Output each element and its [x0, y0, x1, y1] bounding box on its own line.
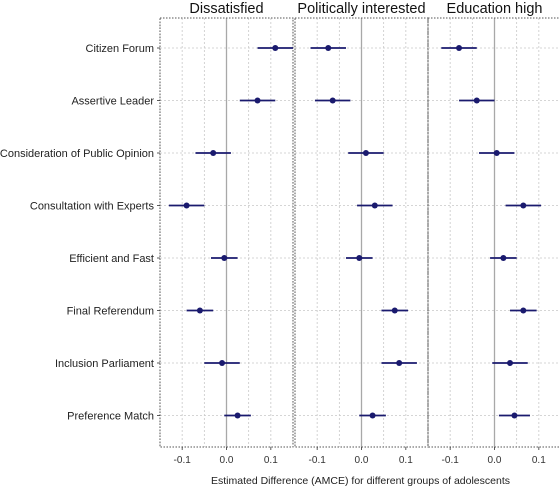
estimate-point — [456, 45, 463, 51]
x-tick-label: -0.1 — [174, 455, 192, 466]
panel-title: Education high — [447, 1, 543, 17]
category-label: Consideration of Public Opinion — [0, 148, 154, 160]
estimate-point — [473, 97, 480, 104]
estimate-point — [221, 255, 228, 261]
estimate-point — [369, 412, 376, 419]
estimate-point — [391, 307, 398, 314]
estimate-point — [493, 150, 500, 156]
category-label: Efficient and Fast — [69, 253, 154, 265]
estimate-point — [183, 202, 190, 209]
panel-1 — [159, 17, 294, 448]
category-label: Inclusion Parliament — [55, 358, 154, 370]
estimate-point — [329, 97, 336, 104]
panel-title: Dissatisfied — [189, 1, 263, 17]
estimate-point — [511, 412, 518, 419]
estimate-point — [219, 360, 226, 366]
x-tick-label: -0.1 — [309, 455, 327, 466]
x-tick-label: 0.0 — [488, 455, 502, 466]
category-label: Citizen Forum — [86, 43, 154, 55]
panel-2 — [294, 17, 429, 448]
category-label: Final Referendum — [67, 306, 154, 318]
category-label: Consultation with Experts — [30, 201, 155, 213]
estimate-point — [210, 150, 217, 156]
x-tick-label: 0.1 — [264, 455, 278, 466]
estimate-point — [196, 307, 203, 314]
estimate-point — [254, 97, 261, 104]
category-label: Assertive Leader — [71, 96, 154, 108]
category-label: Preference Match — [67, 411, 154, 423]
estimate-point — [507, 360, 514, 366]
x-tick-label: 0.1 — [399, 455, 413, 466]
estimate-point — [500, 255, 507, 261]
estimate-point — [272, 45, 279, 51]
x-tick-label: 0.1 — [532, 455, 546, 466]
x-axis-title: Estimated Difference (AMCE) for differen… — [211, 475, 510, 487]
panel-3 — [427, 17, 560, 448]
x-tick-label: 0.0 — [355, 455, 369, 466]
estimate-point — [520, 202, 527, 209]
estimate-point — [234, 412, 241, 419]
x-tick-label: -0.1 — [442, 455, 460, 466]
estimate-point — [371, 202, 378, 209]
estimate-point — [520, 307, 527, 314]
estimate-point — [325, 45, 332, 51]
estimate-point — [356, 255, 363, 261]
x-tick-label: 0.0 — [220, 455, 234, 466]
estimate-point — [362, 150, 369, 156]
panel-title: Politically interested — [297, 1, 425, 17]
estimate-point — [396, 360, 403, 366]
